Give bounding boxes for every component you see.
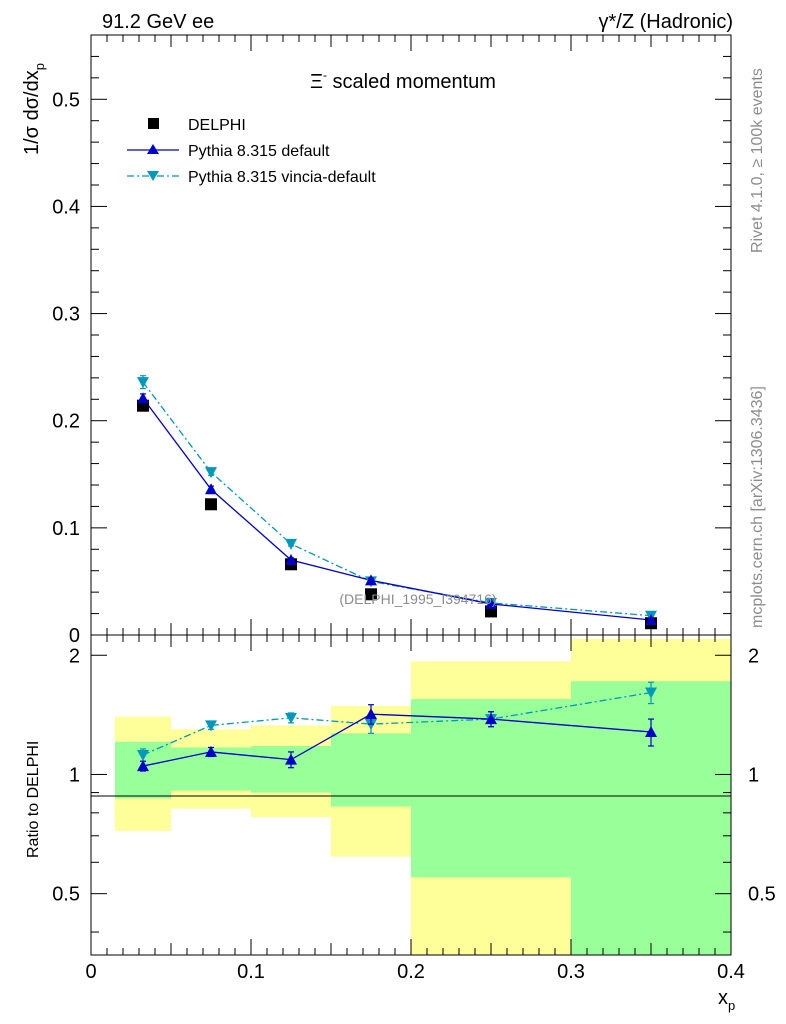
point-pythia-default [645, 614, 657, 625]
header-left: 91.2 GeV ee [102, 11, 214, 33]
point-pythia-default [365, 574, 377, 586]
point-vincia [205, 467, 217, 479]
data-point-delphi [365, 588, 377, 601]
ratio-uncertainty-bands [115, 638, 731, 955]
ratio-ylabel: Ratio to DELPHI [25, 741, 42, 858]
band-green-3 [331, 733, 411, 807]
legend-label-pythia-default: Pythia 8.315 default [188, 143, 330, 160]
y-tick-label-ratio-left: 0.5 [52, 884, 80, 906]
plot-title: Ξ- scaled momentum [310, 68, 496, 93]
main-ylabel-sub: p [32, 63, 47, 70]
ratio-line-vincia [142, 691, 652, 756]
mcplots-info: mcplots.cern.ch [arXiv:1306.3436] [749, 386, 766, 628]
main-plot-series [137, 375, 657, 630]
header-right: γ*/Z (Hadronic) [599, 11, 733, 33]
y-tick-label-ratio-right: 1 [748, 764, 759, 786]
point-pythia-default [205, 483, 217, 495]
legend-label-delphi: DELPHI [188, 117, 246, 134]
y-tick-label-ratio-left: 1 [69, 764, 80, 786]
ratio-line-pythia-default [142, 713, 652, 767]
y-tick-label-main: 0.2 [52, 411, 80, 433]
legend-marker-delphi [148, 118, 159, 129]
y-tick-label-main: 0.5 [52, 89, 80, 111]
ratio-point-vincia [137, 749, 149, 761]
ratio-point-pythia-default [205, 745, 217, 757]
band-green-4 [411, 699, 571, 878]
x-tick-label: 0 [85, 961, 96, 983]
xlabel-sub: p [728, 998, 735, 1013]
line-vincia [142, 381, 652, 617]
ratio-point-vincia [645, 687, 657, 699]
legend-marker-pythia-default [147, 144, 159, 154]
y-tick-label-ratio-left: 2 [69, 645, 80, 667]
ratio-point-pythia-default [137, 760, 149, 772]
legend-label-vincia: Pythia 8.315 vincia-default [188, 169, 376, 186]
point-pythia-default [137, 392, 149, 404]
point-vincia [137, 377, 149, 389]
x-tick-label: 0.1 [237, 961, 265, 983]
y-tick-label-main: 0.1 [52, 518, 80, 540]
point-vincia [285, 538, 297, 550]
analysis-watermark: (DELPHI_1995_I394716) [339, 591, 496, 607]
main-frame [90, 34, 732, 636]
data-point-delphi [205, 498, 217, 511]
main-ylabel: 1/σ dσ/dxp [21, 63, 47, 155]
y-tick-label-main: 0 [69, 625, 80, 647]
x-tick-label: 0.2 [397, 961, 425, 983]
y-tick-label-main: 0.3 [52, 304, 80, 326]
ratio-point-pythia-default [645, 726, 657, 738]
xlabel-text: x [718, 987, 728, 1009]
ratio-xlabel: xp [718, 987, 735, 1013]
legend: DELPHI Pythia 8.315 default Pythia 8.315… [127, 117, 376, 186]
axis-tick-labels: 0 0.1 0.2 0.3 0.4 0 0.1 0.2 0.3 0.4 0.5 0.5 0.5 1 1 2 2 [52, 89, 776, 983]
x-tick-label: 0.3 [557, 961, 585, 983]
title-superscript: - [323, 68, 327, 82]
x-tick-label: 0.4 [717, 961, 745, 983]
ratio-point-vincia [205, 720, 217, 732]
title-symbol: Ξ [310, 71, 323, 93]
legend-marker-vincia [147, 171, 159, 181]
ratio-plot-series [137, 681, 657, 772]
axis-ticks [90, 34, 732, 955]
point-pythia-default [285, 554, 297, 565]
title-text: scaled momentum [327, 71, 496, 93]
rivet-info: Rivet 4.1.0, ≥ 100k events [749, 68, 766, 253]
main-ylabel-text: 1/σ dσ/dx [21, 70, 43, 155]
ratio-point-pythia-default [485, 713, 497, 725]
y-tick-label-main: 0.4 [52, 196, 80, 218]
y-tick-label-ratio-right: 2 [748, 645, 759, 667]
line-pythia-default [142, 397, 652, 621]
y-tick-label-ratio-right: 0.5 [748, 884, 776, 906]
ratio-point-vincia [285, 712, 297, 724]
point-pythia-default [485, 597, 497, 609]
ratio-point-pythia-default [285, 753, 297, 765]
ratio-point-pythia-default [365, 708, 377, 720]
